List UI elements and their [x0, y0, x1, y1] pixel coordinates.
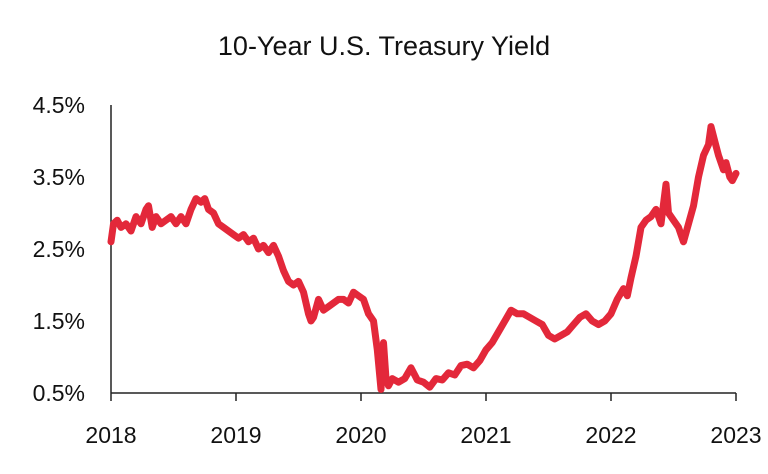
x-tick-label: 2018 — [85, 422, 136, 448]
yield-line — [107, 123, 740, 393]
x-tick-label: 2022 — [585, 422, 636, 448]
x-tick-label: 2023 — [710, 422, 761, 448]
y-tick-label: 4.5% — [33, 92, 85, 118]
x-tick-label: 2019 — [210, 422, 261, 448]
y-tick-label: 2.5% — [33, 236, 85, 262]
x-tick-label: 2021 — [460, 422, 511, 448]
y-tick-label: 1.5% — [33, 308, 85, 334]
chart-title: 10-Year U.S. Treasury Yield — [218, 31, 550, 61]
x-tick-label: 2020 — [335, 422, 386, 448]
y-tick-label: 0.5% — [33, 380, 85, 406]
y-tick-label: 3.5% — [33, 164, 85, 190]
